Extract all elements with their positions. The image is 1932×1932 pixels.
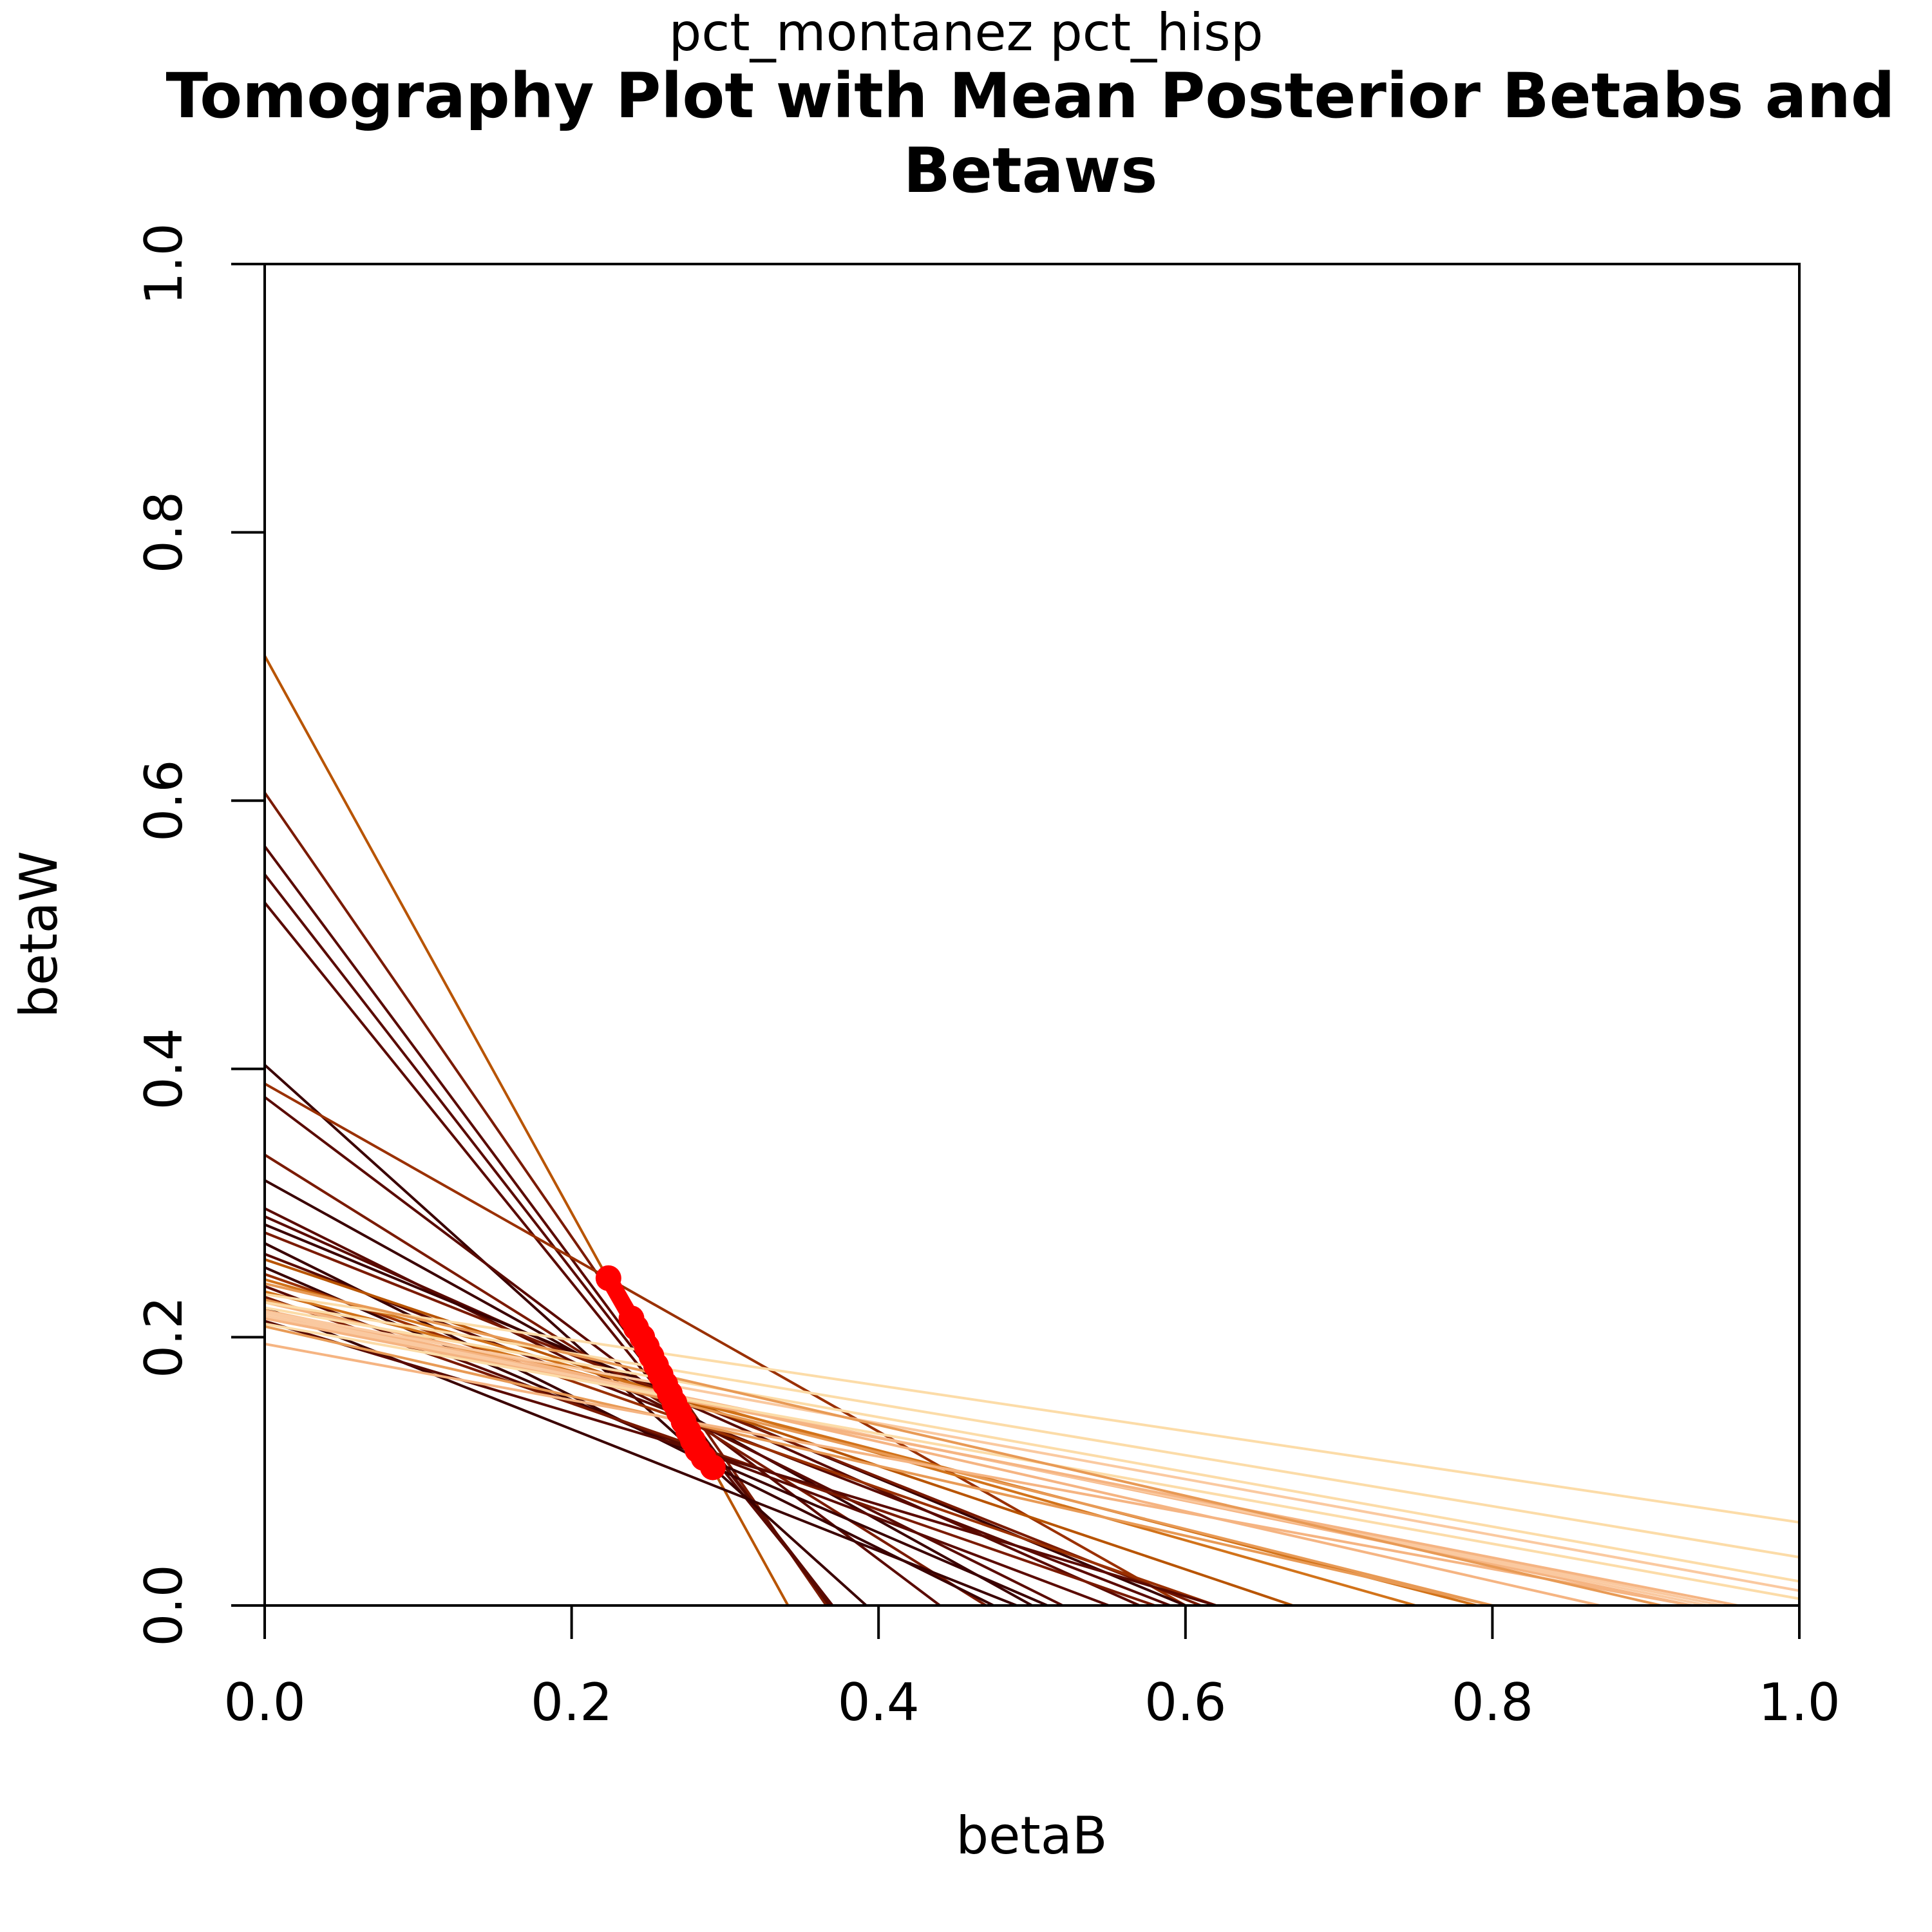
tomography-line-18 (265, 1273, 1217, 1605)
tomography-line-16 (265, 1258, 1294, 1605)
tomography-line-23 (265, 1298, 1493, 1605)
y-tick-label-2: 0.4 (134, 1028, 194, 1110)
x-tick-label-2: 0.4 (838, 1672, 920, 1732)
x-tick-label-1: 0.2 (531, 1672, 612, 1732)
tomography-line-38 (265, 1282, 1662, 1605)
tomography-line-7 (265, 1095, 941, 1605)
tomography-line-34 (265, 1301, 1799, 1558)
x-tick-label-0: 0.0 (223, 1672, 305, 1732)
tomography-line-5 (265, 1064, 867, 1605)
x-tick-label-5: 1.0 (1758, 1672, 1840, 1732)
tomography-line-35 (265, 1306, 1799, 1583)
tomography-line-1 (265, 791, 828, 1605)
tomography-lines (265, 655, 1799, 1605)
y-tick-label-4: 0.8 (134, 491, 194, 573)
mean-posterior-point-17 (699, 1454, 726, 1481)
x-axis-label: betaB (956, 1806, 1107, 1866)
tomography-line-30 (265, 1320, 1217, 1605)
tomography-line-33 (265, 1293, 1799, 1524)
tomography-line-29 (265, 1317, 1739, 1605)
tomography-line-37 (265, 1342, 1692, 1605)
y-axis: 0.0 0.2 0.4 0.6 0.8 1.0 (134, 223, 265, 1647)
chart-title-line-2: Betaws (904, 135, 1158, 207)
y-tick-label-1: 0.2 (134, 1296, 194, 1378)
tomography-line-11 (265, 1215, 1141, 1605)
x-tick-label-4: 0.8 (1452, 1672, 1533, 1732)
tomography-line-4 (265, 902, 834, 1605)
mean-posterior-point-0 (595, 1265, 621, 1291)
plot-frame (263, 263, 1801, 1607)
y-tick-label-5: 1.0 (134, 223, 194, 305)
chart-subtitle: pct_montanez pct_hisp (669, 3, 1264, 62)
tomography-line-3 (265, 873, 834, 1605)
x-axis: 0.0 0.2 0.4 0.6 0.8 1.0 (223, 1605, 1841, 1732)
chart-title-line-1: Tomography Plot with Mean Posterior Beta… (166, 60, 1895, 132)
tomography-line-13 (265, 1231, 1202, 1605)
y-tick-label-3: 0.6 (134, 760, 194, 842)
y-tick-label-0: 0.0 (134, 1564, 194, 1646)
y-axis-label: betaW (9, 851, 69, 1018)
mean-posterior-points (595, 1265, 726, 1481)
tomography-line-36 (265, 1310, 1799, 1593)
tomography-line-32 (265, 1325, 1493, 1605)
x-tick-label-3: 0.6 (1144, 1672, 1226, 1732)
